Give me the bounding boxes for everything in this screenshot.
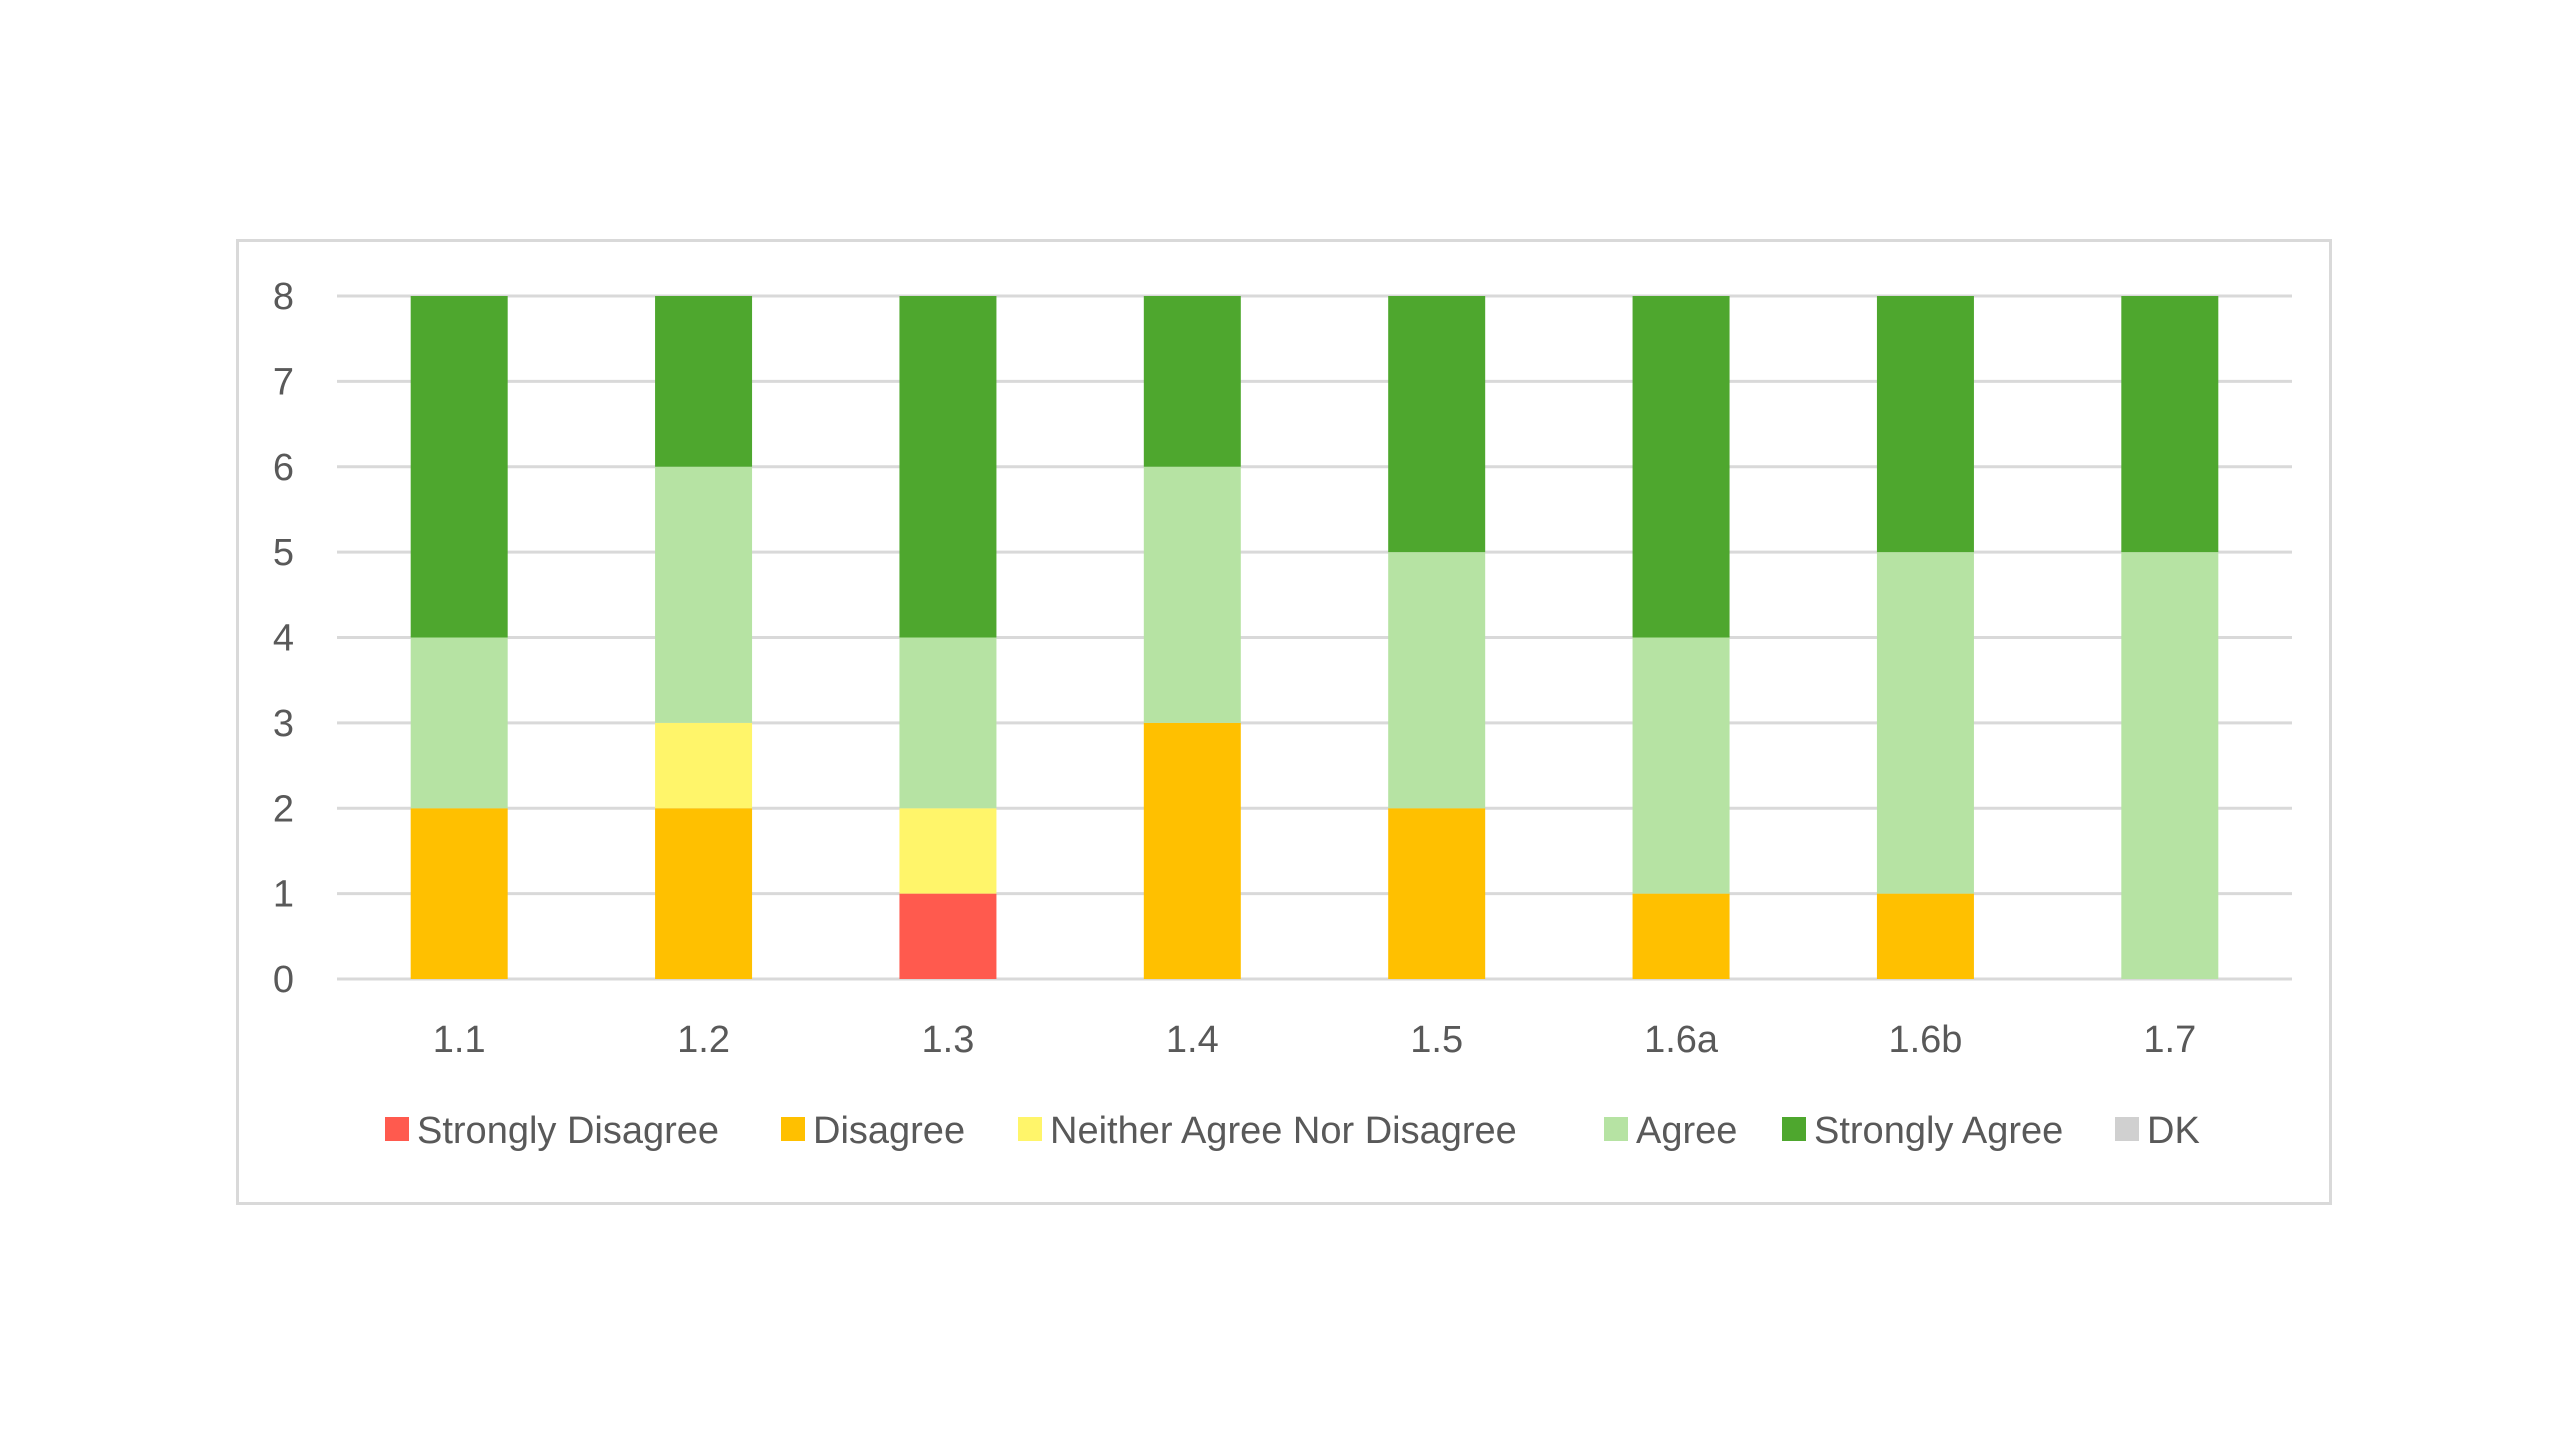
legend-swatch [385,1117,409,1141]
bar-segment-neither-agree-nor-disagree [899,808,997,894]
bars [410,296,2219,979]
bar-segment-agree [1632,637,1730,894]
y-tick-label: 2 [273,788,294,830]
x-tick-label: 1.3 [922,1019,975,1061]
bar-segment-agree [655,466,753,723]
bar-segment-agree [899,637,997,809]
x-tick-label: 1.1 [433,1019,486,1061]
bar-segment-agree [2121,552,2219,979]
bar-segment-neither-agree-nor-disagree [655,722,753,809]
legend-label: Strongly Disagree [417,1110,719,1152]
bar-segment-strongly-agree [899,296,997,638]
bar-segment-agree [410,637,508,809]
bar-segment-disagree [1632,893,1730,979]
legend: Strongly Disagree Disagree Neither Agree N… [385,1110,2200,1152]
legend-swatch [1782,1117,1806,1141]
y-axis-ticks: 0 1 2 3 4 5 6 7 8 [273,276,294,1001]
legend-label: Neither Agree Nor Disagree [1050,1110,1517,1152]
bar-segment-agree [1143,466,1241,723]
bar-segment-strongly-agree [655,296,753,467]
bar-segment-disagree [655,808,753,979]
y-tick-label: 8 [273,276,294,318]
y-tick-label: 5 [273,532,294,574]
legend-label: Disagree [813,1110,965,1152]
x-tick-label: 1.4 [1166,1019,1219,1061]
y-tick-label: 3 [273,703,294,745]
bar-segment-strongly-agree [1143,296,1241,467]
y-tick-label: 6 [273,447,294,489]
bar-segment-agree [1876,552,1974,894]
y-tick-label: 4 [273,618,294,660]
bar-segment-strongly-agree [2121,296,2219,553]
bar-segment-strongly-agree [1876,296,1974,553]
x-tick-label: 1.5 [1410,1019,1463,1061]
bar-segment-disagree [1143,722,1241,979]
legend-swatch [1018,1117,1042,1141]
legend-label: Agree [1636,1110,1737,1152]
bar-segment-strongly-agree [1388,296,1486,553]
legend-swatch [2115,1117,2139,1141]
x-tick-label: 1.7 [2143,1019,2196,1061]
legend-swatch [1604,1117,1628,1141]
x-tick-label: 1.6b [1888,1019,1962,1061]
bar-segment-disagree [1876,893,1974,979]
bar-segment-strongly-agree [410,296,508,638]
bar-segment-disagree [1388,808,1486,979]
x-tick-label: 1.2 [677,1019,730,1061]
y-tick-label: 0 [273,959,294,1001]
y-tick-label: 1 [273,874,294,916]
y-tick-label: 7 [273,361,294,403]
bar-segment-strongly-disagree [899,893,997,979]
x-axis-ticks: 1.1 1.2 1.3 1.4 1.5 1.6a 1.6b 1.7 [433,1019,2196,1061]
bar-segment-disagree [410,808,508,979]
x-tick-label: 1.6a [1644,1019,1719,1061]
gridlines [337,294,2292,981]
bar-segment-agree [1388,552,1486,809]
legend-label: DK [2147,1110,2200,1152]
legend-swatch [781,1117,805,1141]
bar-segment-strongly-agree [1632,296,1730,638]
legend-label: Strongly Agree [1814,1110,2063,1152]
